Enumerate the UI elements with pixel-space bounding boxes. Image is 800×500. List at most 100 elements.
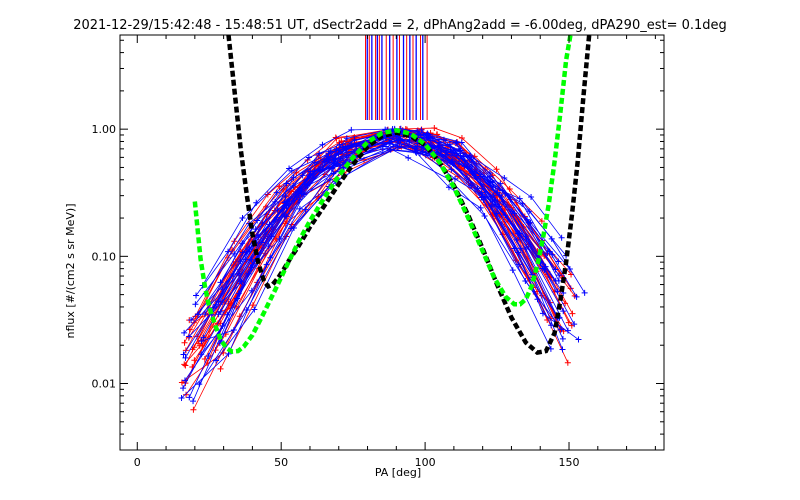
trace-point	[538, 218, 545, 225]
trace-point	[548, 235, 555, 242]
data-trace	[193, 125, 549, 299]
trace-point	[198, 351, 205, 358]
trace-point	[330, 159, 337, 166]
trace-point	[180, 385, 187, 392]
trace-point	[272, 198, 279, 205]
x-tick-label: 100	[415, 456, 436, 469]
trace-point	[509, 267, 516, 274]
trace-point	[452, 140, 459, 147]
trace-point	[299, 172, 306, 179]
trace-point	[511, 245, 518, 252]
trace-point	[288, 167, 295, 174]
trace-point	[477, 204, 484, 211]
trace-point	[445, 184, 452, 191]
trace-point	[397, 137, 404, 144]
trace-point	[394, 144, 401, 151]
trace-point	[178, 379, 185, 386]
trace-point	[461, 157, 468, 164]
data-trace	[182, 129, 562, 361]
trace-point	[259, 220, 266, 227]
plot-frame	[119, 34, 665, 451]
trace-point	[304, 182, 311, 189]
trace-point	[251, 306, 258, 313]
trace-point	[305, 154, 312, 161]
trace-point	[581, 289, 588, 296]
trace-point	[301, 191, 308, 198]
trace-point	[236, 270, 243, 277]
trace-point	[337, 163, 344, 170]
trace-point	[571, 321, 578, 328]
trace-point	[458, 139, 465, 146]
trace-point	[559, 346, 566, 353]
trace-point	[283, 203, 290, 210]
trace-point	[564, 359, 571, 366]
trace-point	[560, 308, 567, 315]
trace-line	[211, 143, 552, 326]
trace-point	[433, 131, 440, 138]
trace-point	[506, 186, 513, 193]
green-fit-curve	[192, 34, 573, 354]
trace-point	[498, 194, 505, 201]
trace-line	[202, 134, 564, 294]
x-tick-label: 50	[274, 456, 288, 469]
trace-point	[431, 125, 438, 132]
trace-point	[290, 174, 297, 181]
y-tick-label: 0.01	[92, 378, 117, 391]
trace-point	[519, 200, 526, 207]
trace-point	[186, 394, 193, 401]
trace-point	[273, 189, 280, 196]
trace-point	[282, 193, 289, 200]
trace-point	[321, 158, 328, 165]
trace-point	[494, 189, 501, 196]
trace-point	[552, 266, 559, 273]
trace-point	[565, 319, 572, 326]
trace-point	[239, 240, 246, 247]
trace-point	[178, 394, 185, 401]
trace-point	[435, 139, 442, 146]
trace-point	[291, 195, 298, 202]
trace-point	[353, 143, 360, 150]
trace-point	[414, 128, 421, 135]
trace-point	[440, 136, 447, 143]
trace-point	[225, 248, 232, 255]
trace-point	[319, 141, 326, 148]
y-tick-label: 1.00	[92, 123, 117, 136]
trace-point	[474, 185, 481, 192]
series-layer	[178, 125, 588, 413]
trace-line	[190, 131, 562, 321]
fit-layer	[192, 34, 592, 356]
trace-point	[522, 278, 529, 285]
trace-point	[182, 354, 189, 361]
trace-point	[569, 310, 576, 317]
trace-point	[427, 133, 434, 140]
trace-point	[192, 301, 199, 308]
trace-point	[455, 145, 462, 152]
trace-point	[573, 293, 580, 300]
trace-point	[523, 236, 530, 243]
trace-line	[205, 148, 552, 349]
trace-point	[180, 351, 187, 358]
trace-point	[205, 352, 212, 359]
trace-point	[265, 243, 272, 250]
trace-point	[188, 317, 195, 324]
y-axis-label: nflux [#/(cm2 s sr MeV)]	[64, 204, 77, 339]
trace-point	[186, 333, 193, 340]
trace-point	[406, 138, 413, 145]
trace-point	[316, 150, 323, 157]
x-axis-label: PA [deg]	[375, 466, 421, 479]
x-tick-label: 150	[559, 456, 580, 469]
trace-line	[182, 135, 564, 389]
trace-point	[325, 150, 332, 157]
trace-point	[217, 308, 224, 315]
trace-point	[575, 336, 582, 343]
trace-point	[264, 191, 271, 198]
trace-point	[422, 152, 429, 159]
trace-line	[219, 133, 548, 344]
trace-point	[239, 249, 246, 256]
trace-point	[382, 126, 389, 133]
trace-point	[539, 310, 546, 317]
trace-point	[230, 271, 237, 278]
trace-point	[196, 342, 203, 349]
trace-point	[556, 272, 563, 279]
chart-title: 2021-12-29/15:42:48 - 15:48:51 UT, dSect…	[73, 18, 727, 33]
